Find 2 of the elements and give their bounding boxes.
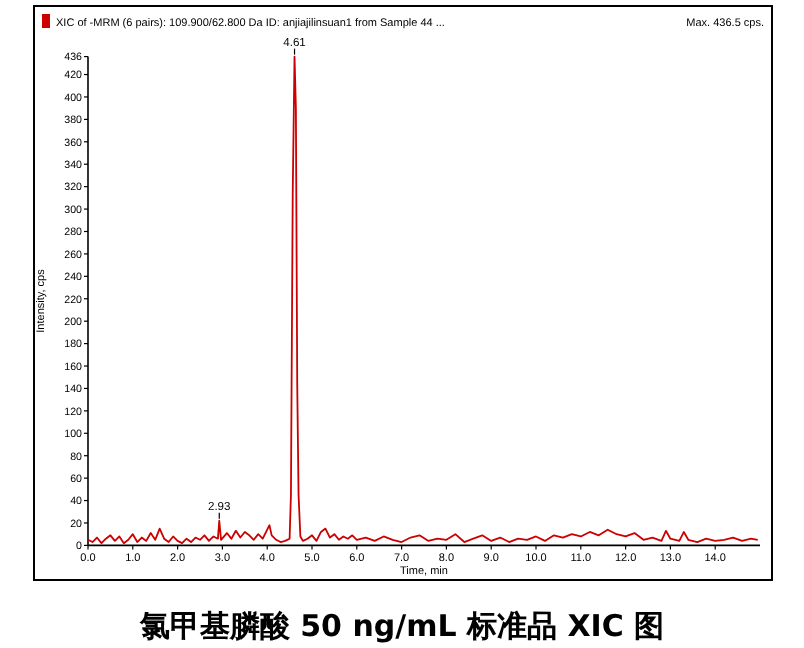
line-series: [87, 55, 759, 545]
text: 氯甲基膦酸 50 ng/mL 标准品 XIC 图: [137, 608, 665, 644]
